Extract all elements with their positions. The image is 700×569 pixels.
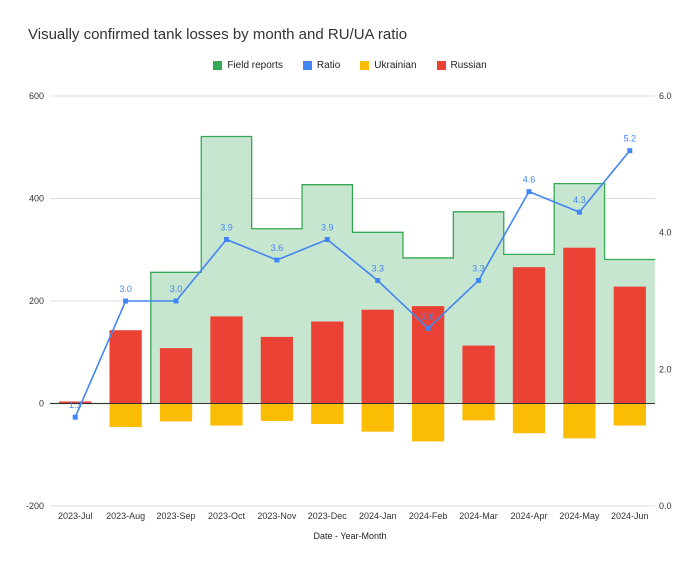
- x-tick-label: 2024-Jun: [611, 511, 649, 521]
- legend-label-russian: Russian: [450, 60, 487, 71]
- right-tick-label: 0.0: [659, 501, 672, 511]
- russian-bar: [361, 309, 394, 404]
- x-tick-label: 2023-Dec: [308, 511, 348, 521]
- ratio-point: [375, 278, 381, 283]
- ukrainian-bar: [361, 403, 394, 432]
- russian-bar: [109, 330, 142, 404]
- field-reports-line: [50, 135, 655, 405]
- x-axis-label: Date - Year-Month: [313, 531, 387, 541]
- legend-item-ukrainian[interactable]: Ukrainian: [360, 60, 417, 71]
- ratio-data-label: 2.6: [422, 311, 435, 321]
- ratio-point: [476, 278, 482, 283]
- x-tick-label: 2023-Sep: [157, 511, 196, 521]
- ukrainian-bar: [210, 403, 243, 426]
- x-tick-label: 2024-Feb: [409, 511, 448, 521]
- ratio-point: [627, 148, 633, 154]
- legend-label-field-reports: Field reports: [227, 60, 283, 71]
- legend-swatch-ukrainian: [360, 61, 370, 70]
- right-tick-label: 2.0: [659, 364, 672, 374]
- x-tick-label: 2024-Jan: [359, 511, 397, 521]
- legend-item-russian[interactable]: Russian: [436, 60, 487, 71]
- ukrainian-bar: [563, 403, 596, 439]
- legend-label-ukrainian: Ukrainian: [374, 60, 417, 71]
- russian-bar: [260, 336, 294, 404]
- ratio-data-label: 3.0: [119, 284, 132, 294]
- russian-bar: [411, 306, 445, 404]
- legend-item-ratio[interactable]: Ratio: [302, 60, 341, 71]
- chart-title: Visually confirmed tank losses by month …: [28, 26, 408, 43]
- ukrainian-bar: [311, 403, 344, 424]
- legend-swatch-field-reports: [213, 61, 223, 70]
- ratio-point: [123, 298, 129, 304]
- russian-bar: [512, 267, 546, 404]
- x-tick-label: 2023-Oct: [208, 511, 246, 521]
- x-tick-label: 2024-Apr: [510, 511, 547, 521]
- x-tick-label: 2024-Mar: [459, 511, 498, 521]
- ratio-data-label: 3.6: [271, 243, 284, 253]
- ukrainian-bar: [512, 403, 546, 434]
- russian-bar: [563, 247, 596, 404]
- ratio-data-label: 3.0: [170, 284, 183, 294]
- russian-bar: [311, 321, 344, 404]
- x-tick-label: 2023-Aug: [106, 511, 145, 521]
- ratio-data-label: 4.3: [573, 195, 586, 205]
- ratio-data-label: 5.2: [624, 134, 637, 144]
- ratio-point: [274, 257, 280, 263]
- x-tick-label: 2023-Nov: [257, 511, 297, 521]
- legend: Field reports Ratio Ukrainian Russian: [0, 60, 700, 71]
- x-tick-label: 2024-May: [559, 511, 600, 521]
- ukrainian-bar: [159, 403, 193, 422]
- legend-label-ratio: Ratio: [316, 60, 341, 71]
- ratio-line: [74, 150, 631, 418]
- legend-swatch-ratio: [302, 61, 312, 70]
- russian-bar: [159, 348, 193, 404]
- ratio-point: [425, 325, 431, 331]
- ratio-data-label: 3.9: [321, 223, 334, 233]
- legend-swatch-russian: [436, 61, 446, 70]
- ratio-point: [576, 209, 582, 215]
- left-tick-label: 200: [29, 296, 44, 306]
- x-tick-label: 2023-Jul: [58, 511, 93, 521]
- russian-bar: [210, 316, 243, 404]
- legend-item-field-reports[interactable]: Field reports: [213, 60, 283, 71]
- ratio-point: [173, 298, 179, 304]
- russian-bar: [59, 401, 92, 404]
- ratio-point: [72, 414, 78, 420]
- ratio-data-label: 3.3: [371, 264, 384, 274]
- right-tick-label: 4.0: [659, 228, 672, 238]
- ukrainian-bar: [109, 403, 142, 428]
- right-tick-label: 6.0: [659, 91, 672, 101]
- ratio-point: [526, 189, 532, 195]
- ratio-data-label: 3.9: [220, 223, 233, 233]
- russian-bar: [613, 286, 646, 404]
- ratio-point: [223, 237, 229, 242]
- ratio-data-label: 4.6: [523, 175, 536, 185]
- left-tick-label: 600: [29, 91, 44, 101]
- left-tick-label: 400: [29, 194, 44, 204]
- ratio-data-label: 1.3: [69, 400, 82, 410]
- left-tick-label: -200: [26, 501, 44, 511]
- ratio-point: [324, 237, 330, 242]
- left-tick-label: 0: [39, 399, 44, 409]
- ukrainian-bar: [613, 403, 646, 426]
- ukrainian-bar: [411, 403, 445, 442]
- russian-bar: [462, 345, 495, 404]
- ukrainian-bar: [260, 403, 294, 421]
- ratio-data-label: 3.3: [472, 264, 485, 274]
- ukrainian-bar: [462, 403, 495, 421]
